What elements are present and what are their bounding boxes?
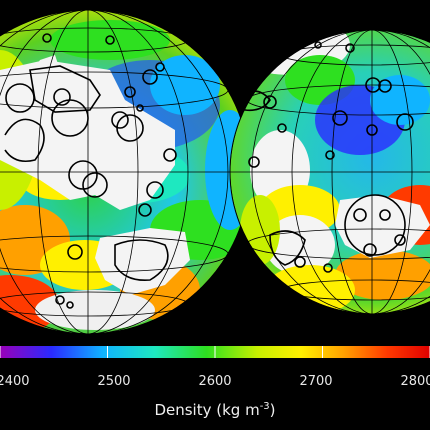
- colorbar-tick-label: 2400: [0, 374, 30, 389]
- colorbar-ticks: [0, 346, 430, 358]
- colorbar-tick-label: 2500: [97, 374, 131, 389]
- farside-crater-outlines: [239, 26, 414, 273]
- farside-hemisphere: [229, 26, 430, 315]
- colorbar-axis-title: Density (kg m-3): [154, 401, 275, 419]
- colorbar-tick-label: 2700: [299, 374, 333, 389]
- axis-title-close: ): [269, 401, 276, 419]
- colorbar-tick-label: 2800: [400, 374, 430, 389]
- axis-title-text: Density (kg m: [154, 401, 260, 419]
- axis-title-exponent: -3: [259, 401, 270, 412]
- nearside-crater-outlines: [4, 33, 177, 309]
- nearside-hemisphere: [0, 9, 251, 335]
- colorbar-tick-label: 2600: [198, 374, 232, 389]
